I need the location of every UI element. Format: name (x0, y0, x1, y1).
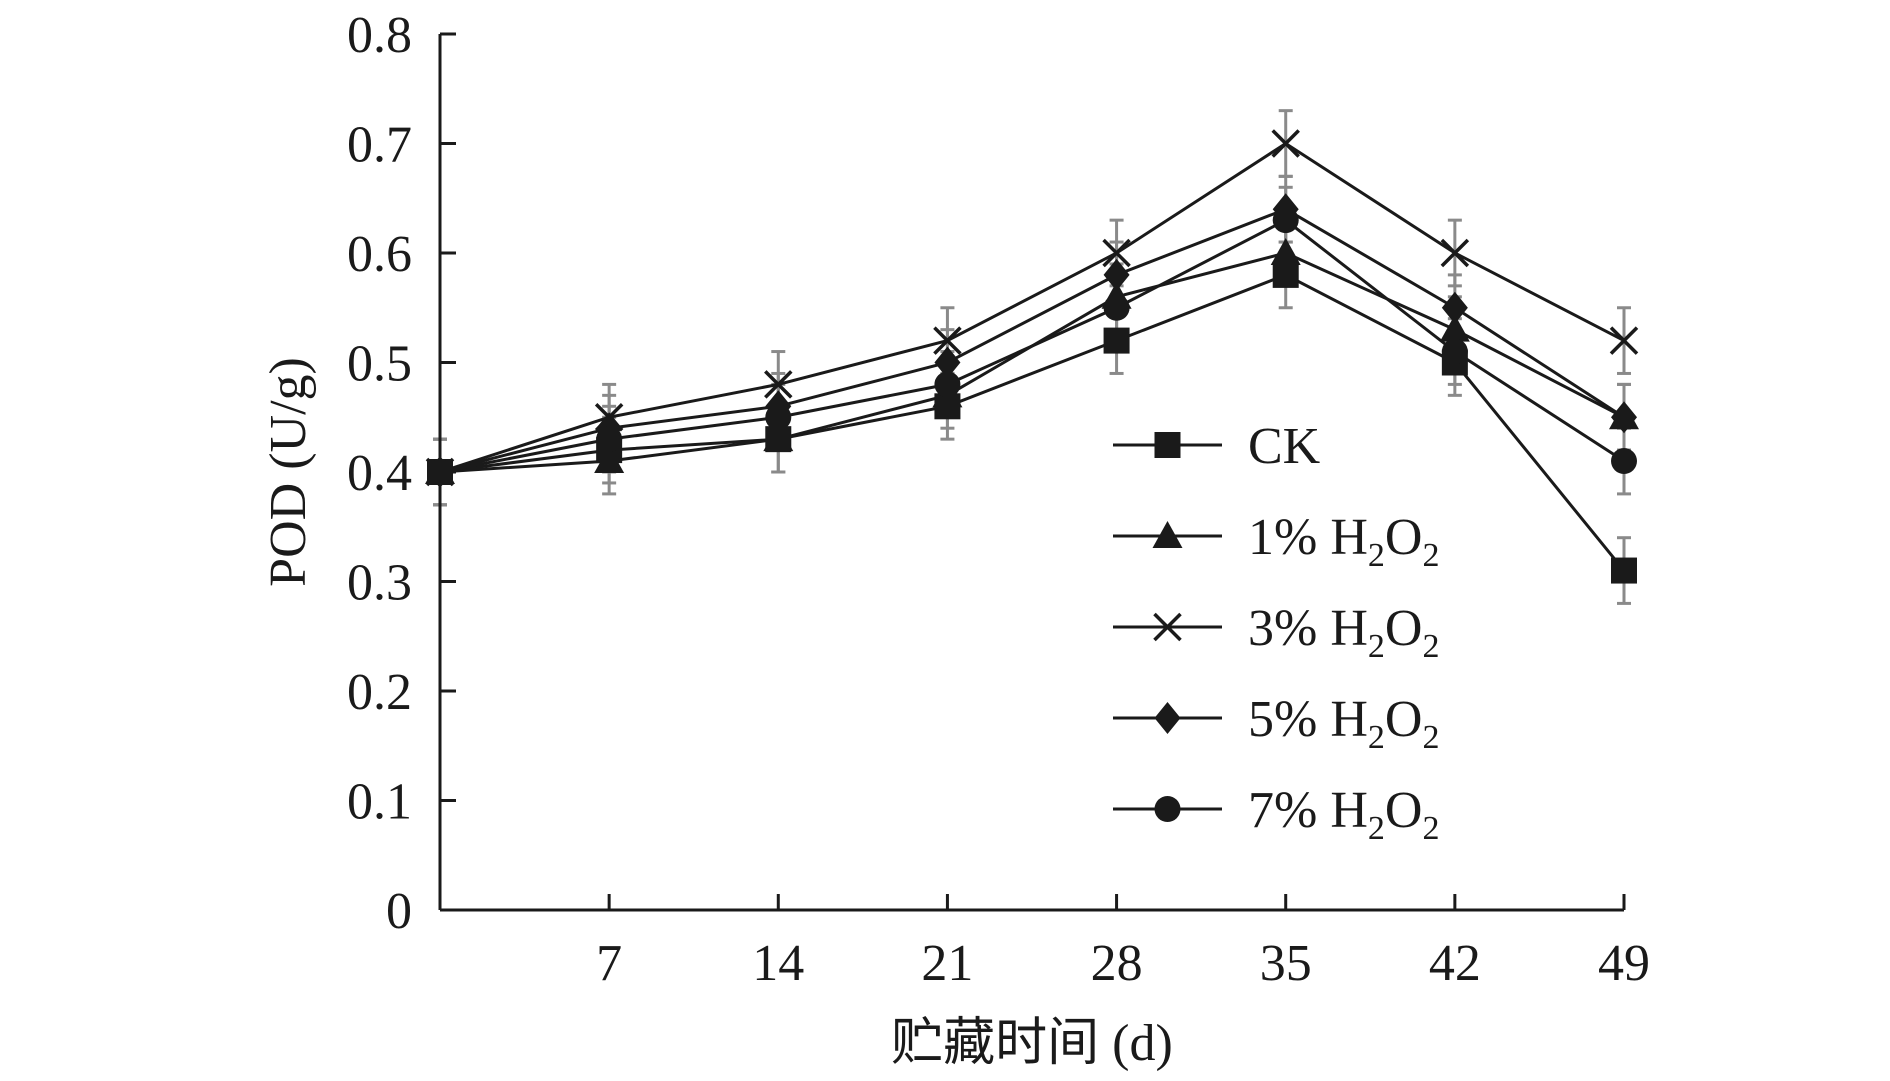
x-tick-label-4: 35 (1260, 935, 1312, 992)
legend: CK 1% H2O2 3% H2O2 5% H2O2 7% H2O2 (1113, 418, 1439, 847)
x-tick-label-6: 49 (1598, 935, 1650, 992)
y-tick-label-4: 0.4 (347, 445, 412, 502)
y-tick-label-1: 0.1 (347, 774, 412, 831)
point-s2-p5 (1271, 129, 1300, 158)
legend-entry-4: 7% H2O2 (1113, 782, 1439, 847)
legend-entry-1: 1% H2O2 (1113, 509, 1439, 574)
point-s4-p6 (1441, 338, 1468, 365)
point-s3-p7 (1611, 401, 1637, 434)
point-s1-p2 (763, 424, 794, 452)
point-s2-p3 (933, 326, 962, 355)
point-s1-p5 (1270, 238, 1301, 265)
point-s4-p4 (1103, 294, 1130, 321)
legend-entry-2: 3% H2O2 (1113, 600, 1439, 665)
x-axis-title: 贮藏时间 (d) (891, 1015, 1173, 1072)
legend-entry-0: CK (1113, 418, 1321, 475)
series-line-4 (439, 218, 1625, 474)
x-tick-label-0: 7 (596, 935, 622, 992)
y-tick-label-2: 0.2 (347, 664, 412, 721)
point-s3-p4 (1103, 258, 1130, 291)
legend-label-4: 7% H2O2 (1248, 782, 1439, 847)
series-lines (439, 141, 1626, 572)
point-s0-p7 (1611, 557, 1637, 584)
point-s4-p1 (596, 426, 623, 453)
point-s3-p6 (1441, 291, 1468, 324)
series-line-2 (439, 141, 1625, 474)
x-tick-label-3: 28 (1091, 935, 1143, 992)
legend-marker-2 (1153, 612, 1182, 642)
x-tick-label-2: 21 (921, 935, 973, 992)
series-line-3 (439, 207, 1625, 474)
point-s0-p5 (1272, 261, 1299, 288)
point-s1-p1 (594, 446, 625, 474)
legend-label-0: CK (1248, 418, 1321, 475)
point-s1-p6 (1439, 314, 1470, 342)
point-s2-p4 (1102, 238, 1131, 268)
point-s3-p3 (934, 346, 961, 379)
point-s4-p3 (934, 371, 961, 398)
point-s0-p4 (1103, 327, 1130, 354)
y-tick-label-3: 0.3 (347, 555, 412, 612)
legend-marker-0 (1154, 432, 1181, 458)
legend-label-1: 1% H2O2 (1248, 509, 1439, 574)
legend-marker-4 (1154, 796, 1181, 822)
legend-label-3: 5% H2O2 (1248, 691, 1439, 756)
y-tick-label-5: 0.5 (347, 336, 412, 393)
x-tick-label-1: 14 (752, 935, 804, 992)
legend-entry-3: 5% H2O2 (1113, 691, 1439, 756)
legend-marker-1 (1152, 521, 1183, 548)
legend-label-2: 3% H2O2 (1248, 600, 1439, 665)
y-tick-label-6: 0.6 (347, 226, 412, 283)
series-markers (425, 129, 1639, 584)
axes: 0 0.1 0.2 0.3 0.4 0.5 0.6 0.7 0.8 7 14 21 28 35 42 49 贮藏… (260, 7, 1650, 1072)
legend-marker-3 (1154, 702, 1181, 734)
x-tick-label-5: 42 (1429, 935, 1481, 992)
point-s4-p2 (765, 404, 792, 431)
point-s4-p5 (1272, 207, 1299, 234)
point-s2-p7 (1609, 326, 1639, 355)
y-tick-label-8: 0.8 (347, 7, 412, 64)
point-s2-p6 (1440, 238, 1470, 268)
y-axis-title: POD (U/g) (260, 357, 317, 587)
y-tick-label-7: 0.7 (347, 117, 412, 174)
y-tick-label-0: 0 (386, 883, 412, 940)
point-s4-p7 (1611, 448, 1637, 475)
point-s2-p2 (764, 370, 793, 399)
series-line-0 (439, 273, 1626, 572)
